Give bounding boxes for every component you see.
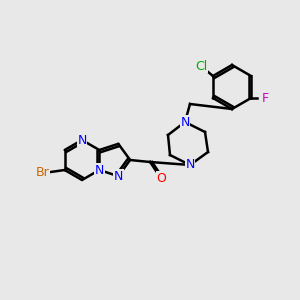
Text: O: O: [156, 172, 166, 184]
Text: N: N: [180, 116, 190, 128]
Text: N: N: [114, 170, 123, 183]
Text: N: N: [185, 158, 195, 172]
Text: F: F: [262, 92, 268, 104]
Text: Br: Br: [36, 167, 50, 179]
Text: N: N: [77, 134, 87, 146]
Text: Cl: Cl: [195, 59, 207, 73]
Text: N: N: [94, 164, 104, 176]
